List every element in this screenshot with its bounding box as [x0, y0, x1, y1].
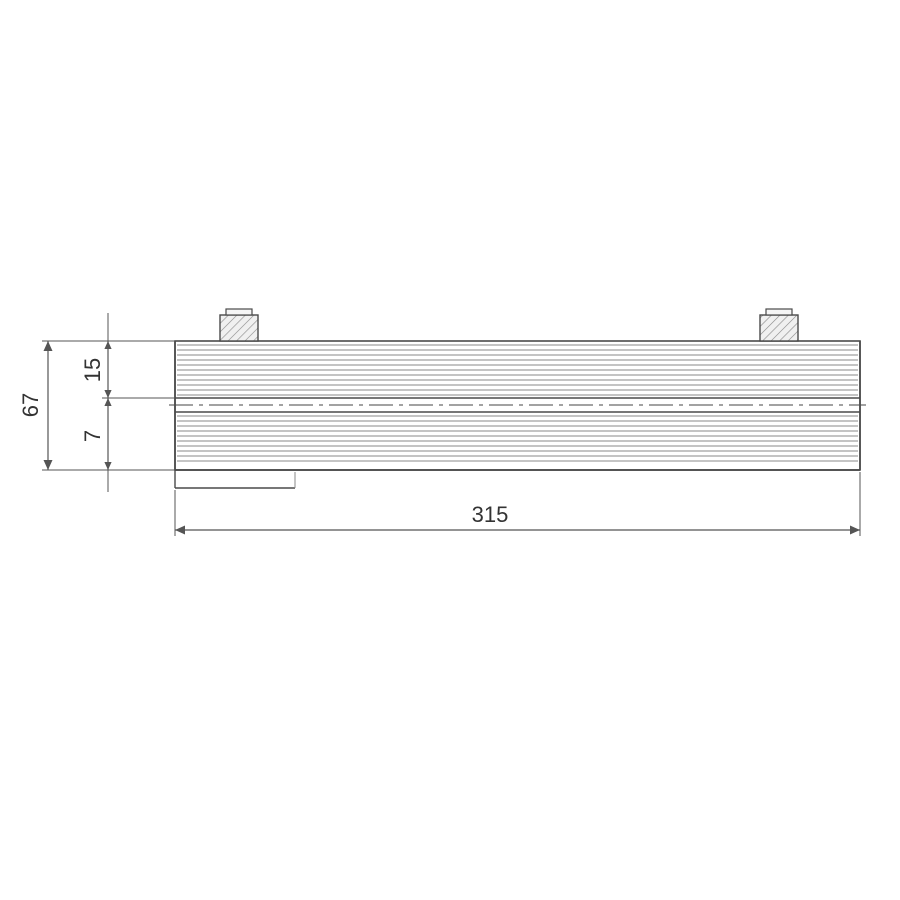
part-body: [169, 341, 866, 488]
connector-right: [760, 309, 798, 341]
dim-height-total-label: 67: [18, 393, 43, 417]
dim-height-gap-label: 7: [80, 430, 105, 442]
connector-left: [220, 309, 258, 341]
technical-drawing: 315 67 15 7: [0, 0, 900, 900]
dim-height-top-label: 15: [80, 358, 105, 382]
dim-width-label: 315: [472, 502, 509, 527]
